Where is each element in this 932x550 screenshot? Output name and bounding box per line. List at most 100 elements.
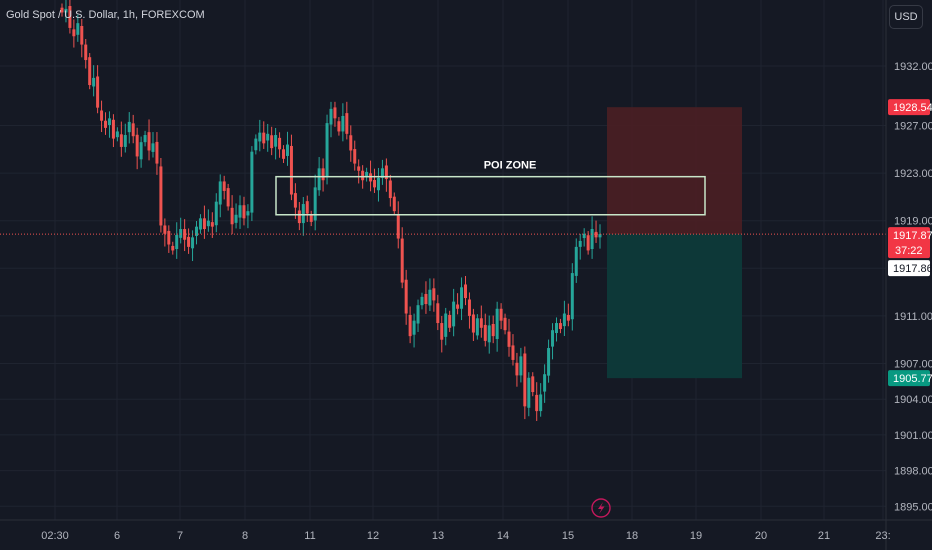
candle-body <box>210 222 214 227</box>
time-tick-label: 13 <box>432 530 444 542</box>
candle-body <box>487 325 491 343</box>
candle-body <box>250 151 254 213</box>
target-price-label: 1905.77 <box>893 373 932 385</box>
time-tick-label: 23: <box>875 530 890 542</box>
candle-body <box>388 180 392 199</box>
poi-zone-label: POI ZONE <box>484 160 537 172</box>
candle-body <box>155 141 159 164</box>
candle-body <box>238 205 242 218</box>
candle-body <box>594 231 598 238</box>
candle-body <box>554 323 558 334</box>
candle-body <box>456 304 460 309</box>
candle-body <box>361 170 365 181</box>
candle-body <box>68 6 72 28</box>
candle-body <box>483 324 487 341</box>
candle-body <box>471 314 475 333</box>
time-tick-label: 18 <box>626 530 638 542</box>
candle-body <box>183 229 187 240</box>
candle-body <box>60 7 64 13</box>
price-axis[interactable]: 1932.00 1927.00 1923.00 1919.00 1911.00 1907.… <box>885 0 932 550</box>
symbol-title: Gold Spot / U.S. Dollar, 1h, FOREXCOM <box>6 9 205 21</box>
candle-body <box>495 308 499 339</box>
candle-body <box>293 193 297 208</box>
target-price-badge <box>888 370 930 387</box>
candle-body <box>341 115 345 132</box>
time-tick-label: 11 <box>304 530 315 542</box>
candle-body <box>64 8 68 13</box>
candle-body <box>96 76 100 108</box>
candle-body <box>349 135 353 151</box>
price-tick-label: 1923.00 <box>894 168 932 180</box>
position-zones <box>607 107 742 379</box>
candle-body <box>412 320 416 335</box>
candle-body <box>167 230 171 245</box>
candle-body <box>325 123 329 178</box>
stop-price-label: 1928.54 <box>893 102 932 114</box>
candle-body <box>329 108 333 125</box>
candle-body <box>479 318 483 328</box>
candle-body <box>475 318 479 336</box>
candle-body <box>440 323 444 340</box>
candle-body <box>92 77 96 87</box>
candle-body <box>460 287 464 309</box>
candle-body <box>88 57 92 86</box>
candle-body <box>535 394 539 412</box>
candle-body <box>115 131 119 138</box>
candle-body <box>147 132 151 151</box>
price-tick-label: 1901.00 <box>894 430 932 442</box>
candle-body <box>254 138 258 151</box>
currency-button[interactable]: USD <box>889 5 923 29</box>
candle-body <box>80 26 84 45</box>
last-price-label: 1917.87 <box>893 230 932 242</box>
bid-price-badge <box>888 260 930 277</box>
price-tick-label: 1895.00 <box>894 501 932 513</box>
candle-body <box>159 166 163 226</box>
candle-body <box>282 149 286 159</box>
candle-body <box>527 377 531 408</box>
price-tick-label: 1898.00 <box>894 466 932 478</box>
candle-body <box>337 121 341 132</box>
price-tick-label: 1904.00 <box>894 394 932 406</box>
candle-body <box>313 187 317 221</box>
candle-body <box>301 204 305 224</box>
time-tick-label: 8 <box>242 530 248 542</box>
candle-body <box>539 394 543 412</box>
candle-body <box>131 123 135 137</box>
candle-body <box>127 121 131 133</box>
candle-body <box>432 288 436 301</box>
stop-loss-zone[interactable] <box>607 107 742 235</box>
candle-body <box>262 132 266 144</box>
candle-body <box>598 234 602 238</box>
time-axis[interactable]: 02:30 6 7 8 11 12 13 14 15 18 19 20 21 23: <box>0 519 932 542</box>
candle-body <box>523 353 527 407</box>
candle-body <box>305 201 309 214</box>
price-tick-label: 1919.00 <box>894 216 932 228</box>
grid-lines <box>0 0 886 520</box>
candle-body <box>345 113 349 134</box>
lightning-icon[interactable] <box>591 498 611 518</box>
price-tick-label: 1932.00 <box>894 61 932 73</box>
candle-body <box>531 376 535 393</box>
time-tick-label: 20 <box>755 530 767 542</box>
candle-body <box>404 279 408 314</box>
candle-body <box>396 214 400 239</box>
poi-zone-box[interactable] <box>275 175 706 216</box>
candle-body <box>380 168 384 178</box>
candle-body <box>242 205 246 219</box>
candle-body <box>76 23 80 35</box>
time-tick-label: 6 <box>114 530 120 542</box>
candle-body <box>558 323 562 329</box>
candle-body <box>214 201 218 226</box>
candle-body <box>246 211 250 216</box>
candle-body <box>357 166 361 171</box>
candles <box>60 0 602 421</box>
price-tick-label: 1911.00 <box>894 311 932 323</box>
candle-body <box>416 305 420 324</box>
candle-body <box>547 348 551 376</box>
candle-body <box>72 29 76 37</box>
time-tick-label: 14 <box>497 530 509 542</box>
candle-body <box>123 135 127 147</box>
candle-body <box>135 134 139 157</box>
take-profit-zone[interactable] <box>607 234 742 379</box>
